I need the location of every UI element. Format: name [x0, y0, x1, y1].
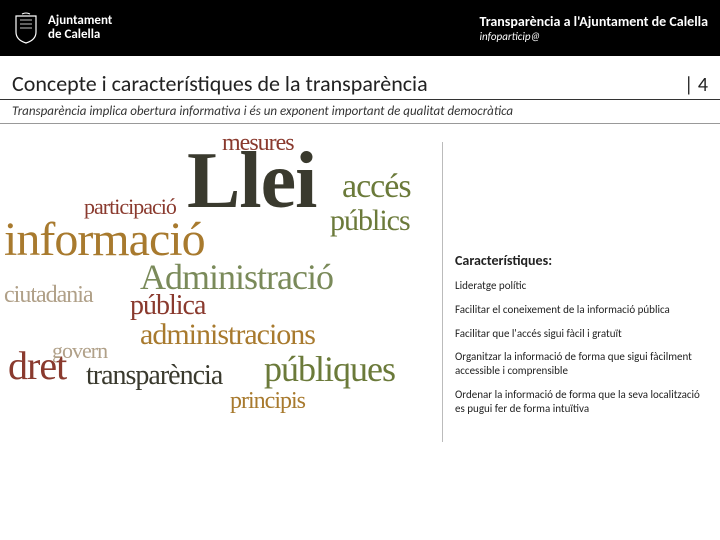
header-bar: Ajuntament de Calella Transparència a l'… — [0, 0, 720, 56]
title-bar: Concepte i característiques de la transp… — [0, 56, 720, 100]
org-name: Ajuntament de Calella — [48, 14, 112, 43]
feature-item: Lideratge polític — [455, 279, 708, 293]
wordcloud-word: dret — [8, 342, 66, 389]
wordcloud: Lleimesuresaccéspúblicsparticipacióinfor… — [12, 142, 432, 442]
header-subtitle: infoparticip@ — [480, 30, 709, 43]
wordcloud-word: públiques — [264, 348, 395, 390]
features-list: Lideratge polític Facilitar el coneixemen… — [455, 279, 708, 415]
crest-icon — [12, 12, 40, 44]
wordcloud-word: mesures — [222, 130, 294, 157]
org-line1: Ajuntament — [48, 14, 112, 28]
wordcloud-word: administracions — [140, 318, 315, 352]
features-panel: Característiques: Lideratge polític Facil… — [442, 142, 708, 442]
header-title: Transparència a l'Ajuntament de Calella — [480, 13, 709, 30]
wordcloud-word: principis — [230, 388, 305, 415]
subtitle: Transparència implica obertura informati… — [0, 100, 720, 124]
page-number: | 4 — [684, 73, 708, 97]
wordcloud-word: ciutadania — [4, 282, 93, 309]
feature-item: Ordenar la informació de forma que la se… — [455, 388, 708, 416]
content-area: Lleimesuresaccéspúblicsparticipacióinfor… — [0, 124, 720, 442]
header-right: Transparència a l'Ajuntament de Calella … — [480, 13, 709, 43]
wordcloud-word: públics — [330, 204, 410, 238]
feature-item: Organitzar la informació de forma que si… — [455, 350, 708, 378]
page-title: Concepte i característiques de la transp… — [12, 70, 428, 97]
org-line2: de Calella — [48, 28, 112, 42]
feature-item: Facilitar el coneixement de la informaci… — [455, 303, 708, 317]
feature-item: Facilitar que l'accés sigui fàcil i grat… — [455, 327, 708, 341]
logo-block: Ajuntament de Calella — [12, 12, 112, 44]
wordcloud-word: accés — [342, 168, 411, 206]
wordcloud-word: transparència — [86, 360, 222, 392]
features-heading: Característiques: — [455, 252, 708, 269]
